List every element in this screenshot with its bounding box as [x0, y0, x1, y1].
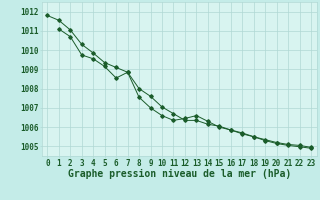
X-axis label: Graphe pression niveau de la mer (hPa): Graphe pression niveau de la mer (hPa): [68, 169, 291, 179]
